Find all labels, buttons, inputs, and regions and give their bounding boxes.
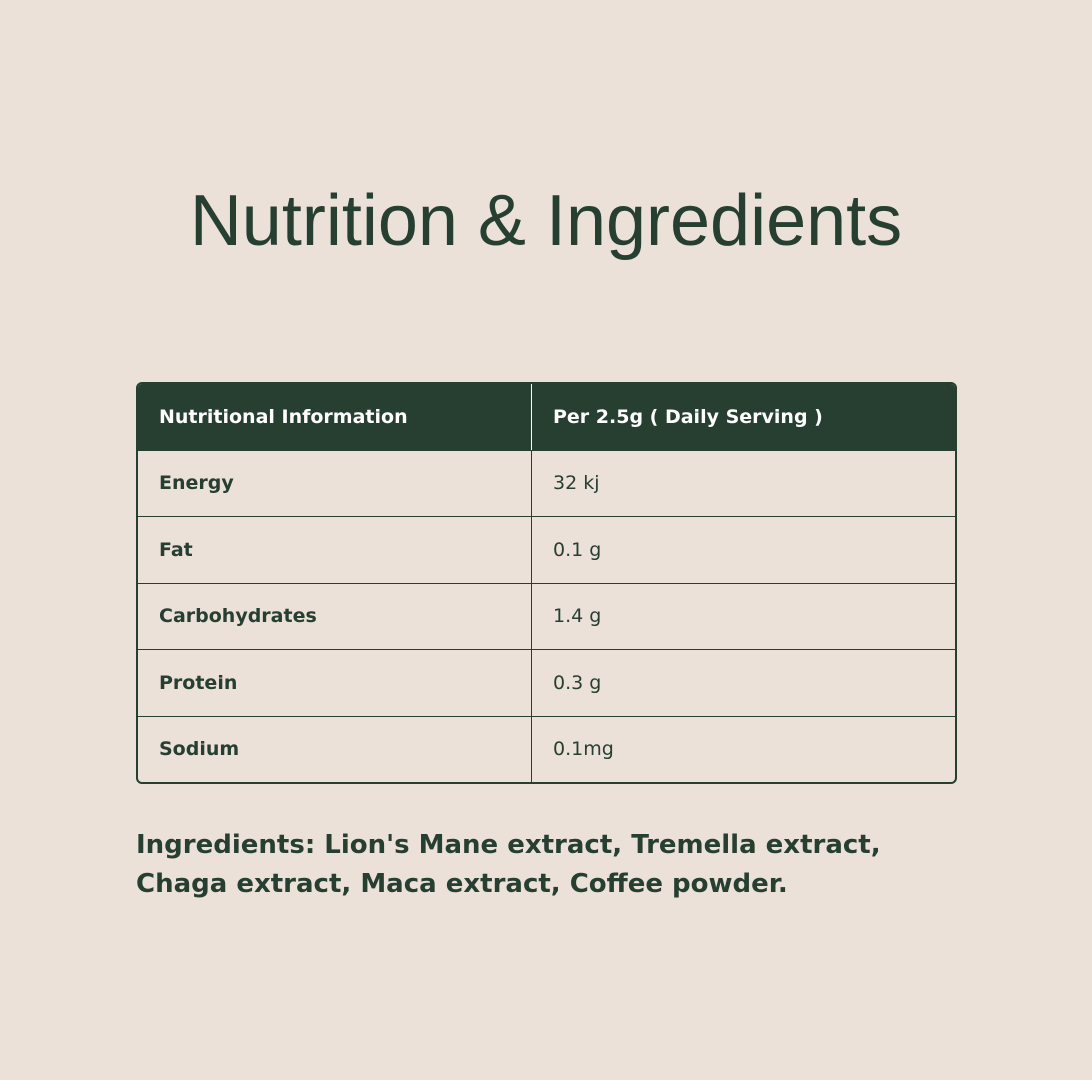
- nutrient-value: 0.3 g: [553, 671, 602, 694]
- nutrient-value: 32 kj: [553, 472, 600, 495]
- ingredients-text: Ingredients: Lion's Mane extract, Tremel…: [136, 830, 881, 899]
- page-title: Nutrition & Ingredients: [189, 181, 903, 261]
- table-row: Protein 0.3 g: [138, 649, 955, 716]
- nutrient-value: 0.1mg: [553, 738, 614, 761]
- table-row: Fat 0.1 g: [138, 516, 955, 583]
- nutrient-name: Energy: [138, 450, 532, 516]
- nutrient-value: 1.4 g: [553, 605, 602, 628]
- nutrient-name: Protein: [138, 650, 532, 716]
- header-cell: Nutritional Information: [138, 384, 532, 450]
- table-row: Carbohydrates 1.4 g: [138, 582, 955, 649]
- table-row: Sodium 0.1mg: [138, 715, 955, 782]
- table-row: Energy 32 kj: [138, 449, 955, 516]
- nutrient-name: Fat: [138, 517, 532, 583]
- header-cell: Per 2.5g ( Daily Serving ): [553, 405, 823, 428]
- nutrient-value: 0.1 g: [553, 538, 602, 561]
- nutrient-name: Carbohydrates: [138, 583, 532, 649]
- nutrition-table: Nutritional Information Per 2.5g ( Daily …: [136, 382, 957, 784]
- nutrient-name: Sodium: [138, 716, 532, 782]
- table-header: Nutritional Information Per 2.5g ( Daily …: [138, 384, 955, 450]
